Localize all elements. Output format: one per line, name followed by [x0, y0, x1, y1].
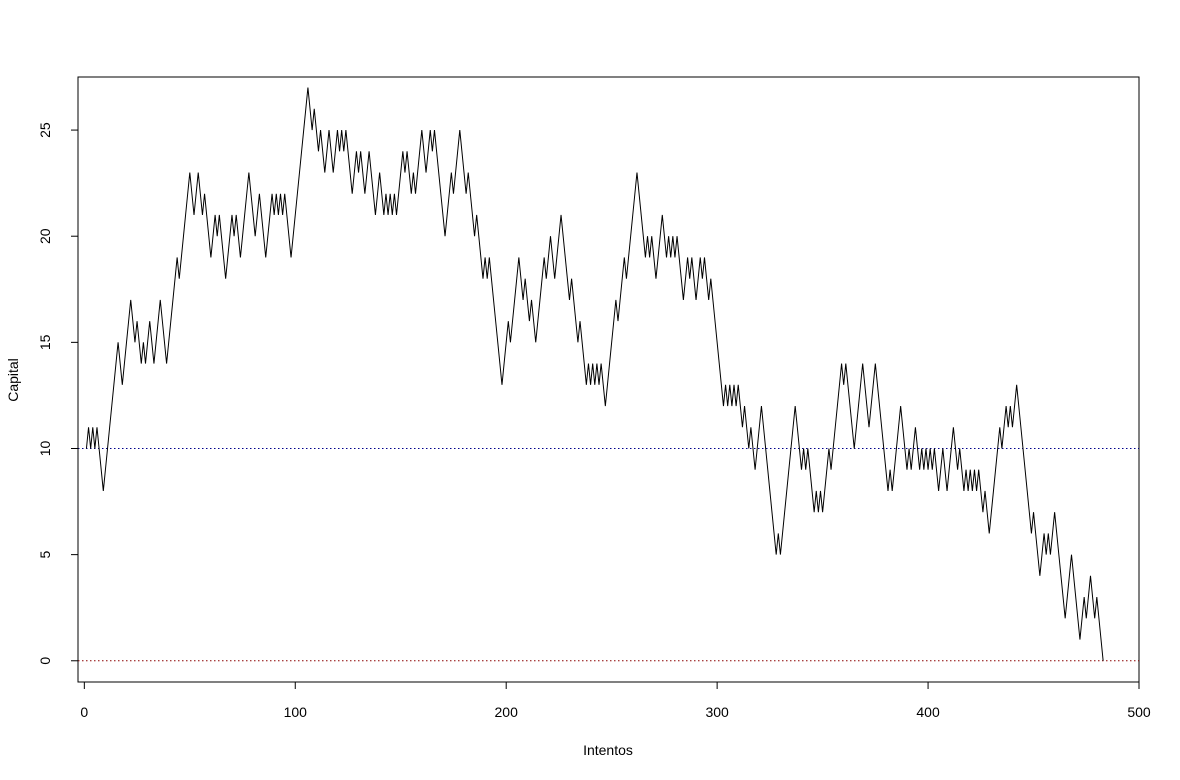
y-tick-label: 10	[37, 440, 53, 456]
y-tick-label: 0	[37, 657, 53, 665]
x-tick-label: 100	[284, 704, 308, 720]
y-tick-label: 15	[37, 334, 53, 350]
x-tick-label: 400	[916, 704, 940, 720]
y-axis-title: Capital	[5, 358, 21, 402]
x-tick-label: 300	[705, 704, 729, 720]
y-tick-label: 25	[37, 122, 53, 138]
x-tick-label: 500	[1127, 704, 1151, 720]
y-tick-label: 5	[37, 551, 53, 559]
x-axis-title: Intentos	[583, 742, 633, 758]
y-axis: 0 5 10 15 20 25	[37, 122, 79, 665]
x-tick-label: 200	[495, 704, 519, 720]
plot-box	[77, 76, 1140, 683]
capital-series-line	[85, 87, 1104, 661]
x-tick-label: 0	[80, 704, 88, 720]
x-axis: 0 100 200 300 400 500	[80, 681, 1151, 720]
y-tick-label: 20	[37, 228, 53, 244]
